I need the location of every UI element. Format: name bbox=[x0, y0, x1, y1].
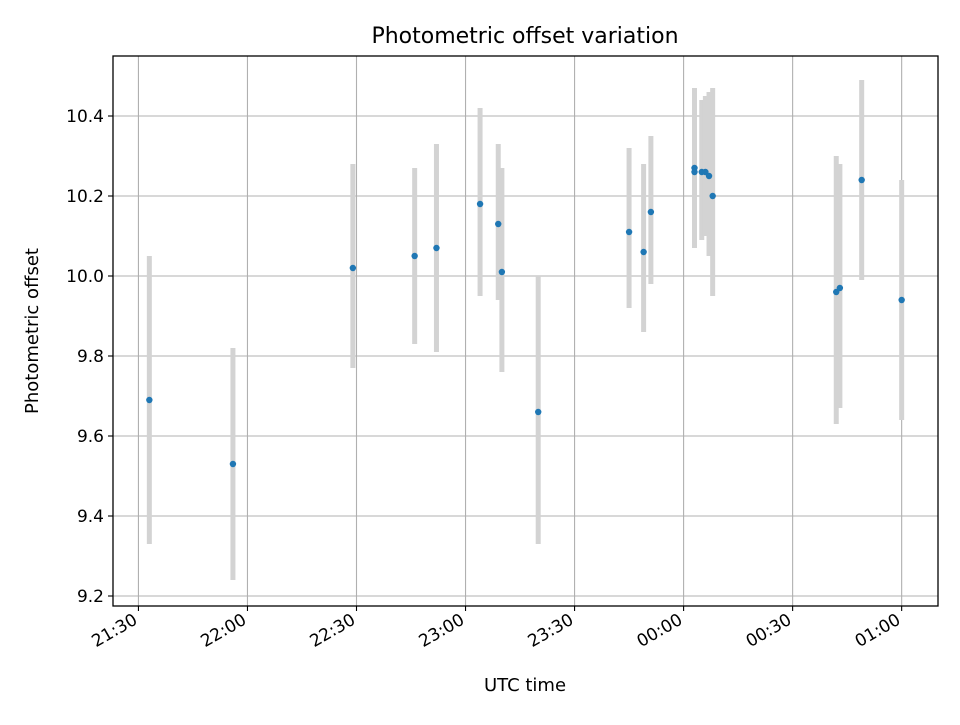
x-tick-label: 23:00 bbox=[416, 610, 468, 652]
x-tick-label: 00:30 bbox=[743, 610, 795, 652]
data-point bbox=[498, 268, 506, 276]
data-point bbox=[495, 220, 502, 228]
x-tick-label: 22:00 bbox=[198, 610, 250, 652]
data-point bbox=[640, 248, 647, 256]
data-point bbox=[691, 168, 698, 176]
data-points bbox=[146, 164, 905, 468]
data-point bbox=[898, 296, 905, 304]
data-point bbox=[433, 244, 440, 252]
x-tick-label: 21:30 bbox=[89, 610, 141, 652]
data-point bbox=[535, 408, 542, 416]
y-tick-label: 10.2 bbox=[66, 187, 104, 207]
x-tick-label: 23:30 bbox=[525, 610, 577, 652]
y-tick-label: 9.8 bbox=[77, 347, 104, 367]
y-tick-label: 9.6 bbox=[77, 427, 104, 447]
x-axis-label: UTC time bbox=[484, 675, 566, 696]
data-point bbox=[836, 284, 844, 292]
grid bbox=[113, 56, 938, 606]
x-tick-label: 22:30 bbox=[307, 610, 359, 652]
data-point bbox=[349, 264, 357, 272]
data-point bbox=[476, 200, 484, 208]
data-point bbox=[709, 192, 716, 200]
x-tick-label: 00:00 bbox=[634, 610, 686, 652]
data-point bbox=[858, 176, 865, 184]
ticks: 9.2 9.4 9.6 9.8 10.0 10.2 10.4 21:30 22:00 22:30 2… bbox=[66, 107, 904, 652]
plot-frame bbox=[112, 55, 939, 607]
y-tick-label: 10.0 bbox=[66, 267, 104, 287]
y-tick-label: 9.2 bbox=[77, 587, 104, 607]
data-point bbox=[647, 208, 655, 216]
data-point bbox=[229, 460, 237, 468]
data-point bbox=[625, 228, 633, 236]
data-point bbox=[705, 172, 713, 180]
y-tick-label: 10.4 bbox=[66, 107, 104, 127]
error-bars bbox=[146, 80, 905, 580]
data-point bbox=[411, 252, 418, 260]
y-tick-label: 9.4 bbox=[77, 507, 104, 527]
data-point bbox=[146, 396, 153, 404]
x-tick-label: 01:00 bbox=[852, 610, 904, 652]
chart-title: Photometric offset variation bbox=[371, 24, 678, 49]
y-axis-label: Photometric offset bbox=[22, 248, 43, 414]
